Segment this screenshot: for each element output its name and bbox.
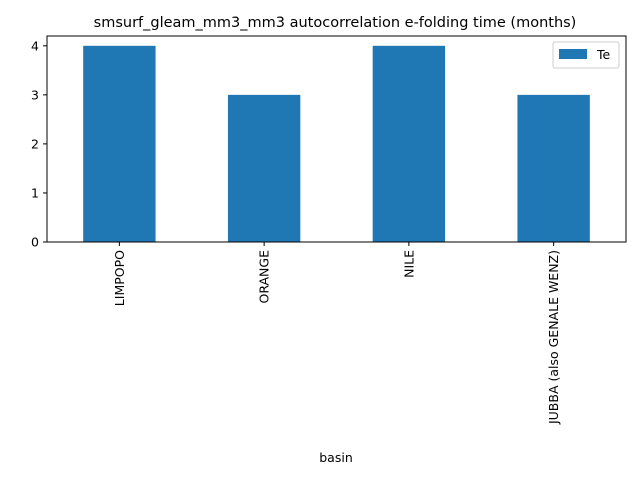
x-tick-label: JUBBA (also GENALE WENZ) xyxy=(546,250,561,425)
x-axis-label: basin xyxy=(319,450,353,465)
y-tick-label: 4 xyxy=(31,38,39,53)
y-tick-label: 3 xyxy=(31,87,39,102)
y-tick-label: 0 xyxy=(31,235,39,250)
y-tick-label: 1 xyxy=(31,185,39,200)
chart-title: smsurf_gleam_mm3_mm3 autocorrelation e-f… xyxy=(94,15,577,31)
axes-frame xyxy=(46,35,627,243)
y-tick-label: 2 xyxy=(31,136,39,151)
legend: Te xyxy=(552,41,620,69)
legend-swatch xyxy=(559,49,587,59)
x-tick-label: LIMPOPO xyxy=(112,250,127,306)
plot-area: 0 1 2 3 4 LIMPOPO ORANGE NILE JUBBA (also GENALE… xyxy=(31,38,590,425)
bar xyxy=(517,94,590,242)
x-tick-label: NILE xyxy=(401,250,416,278)
bar xyxy=(83,45,156,243)
legend-label: Te xyxy=(596,47,611,62)
bar xyxy=(227,94,301,242)
bar xyxy=(372,45,446,243)
x-tick-label: ORANGE xyxy=(257,250,272,304)
